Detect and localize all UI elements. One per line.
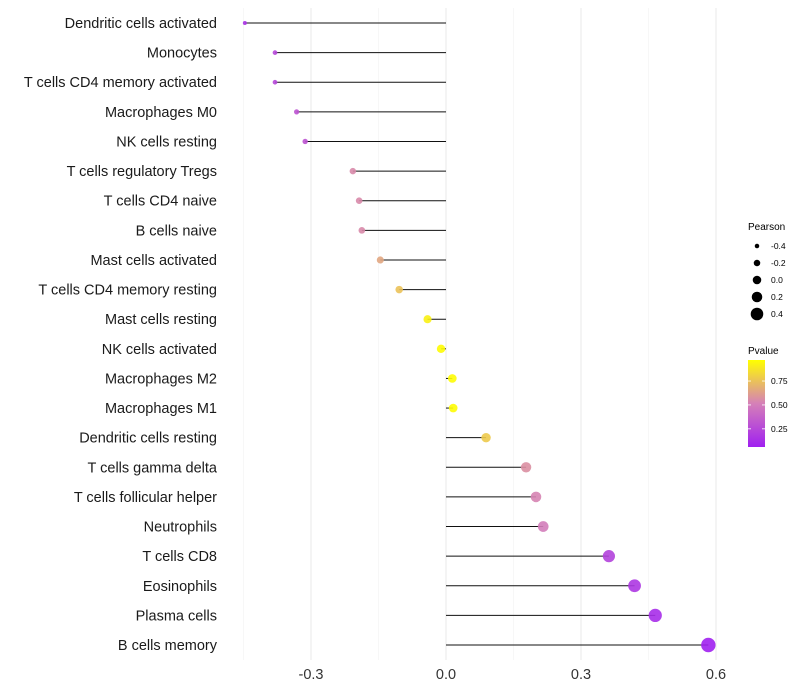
- y-tick-label: Dendritic cells activated: [65, 16, 217, 32]
- y-tick-label: B cells naive: [136, 223, 217, 239]
- size-legend-key: [753, 259, 761, 267]
- y-tick-label: Monocytes: [147, 46, 217, 62]
- point: [436, 344, 446, 354]
- y-tick-label: Macrophages M2: [105, 371, 217, 387]
- x-tick-label: -0.3: [299, 667, 324, 683]
- y-axis-labels: Dendritic cells activated Monocytes T cell…: [24, 16, 218, 654]
- y-tick-label: T cells follicular helper: [74, 490, 217, 506]
- color-legend-ticks: 0.25 0.50 0.75: [748, 376, 788, 434]
- y-tick-label: T cells regulatory Tregs: [67, 164, 217, 180]
- color-legend-label: 0.25: [771, 424, 788, 434]
- point: [530, 491, 542, 503]
- point: [242, 20, 247, 26]
- size-legend-key: [752, 275, 762, 285]
- y-tick-label: T cells CD4 memory resting: [38, 283, 217, 299]
- y-tick-label: Eosinophils: [143, 579, 217, 595]
- point: [294, 109, 300, 115]
- point: [376, 256, 384, 264]
- y-tick-label: Macrophages M0: [105, 105, 217, 121]
- point: [520, 462, 532, 473]
- grid-lines: [243, 8, 717, 660]
- point: [481, 432, 491, 443]
- size-legend-key: [754, 243, 760, 249]
- size-legend-label: 0.0: [771, 275, 783, 285]
- y-tick-label: T cells CD8: [142, 549, 217, 565]
- point: [272, 50, 278, 55]
- size-legend-key: [750, 307, 764, 321]
- point: [628, 579, 641, 593]
- y-tick-label: Neutrophils: [144, 520, 217, 536]
- size-legend-key: [751, 291, 763, 303]
- point: [272, 79, 278, 85]
- point: [447, 374, 457, 383]
- y-tick-label: Macrophages M1: [105, 401, 217, 417]
- point: [355, 197, 363, 205]
- color-legend-label: 0.75: [771, 376, 788, 386]
- point: [701, 637, 716, 653]
- x-tick-label: 0.6: [706, 667, 726, 683]
- size-legend-label: 0.4: [771, 309, 783, 319]
- color-legend-label: 0.50: [771, 400, 788, 410]
- legend: Pearson -0.4 -0.2 0.0 0.2 0.4 Pvalue 0.25 0.5…: [748, 222, 788, 447]
- y-tick-label: NK cells resting: [116, 134, 217, 150]
- point: [648, 608, 662, 623]
- legend-size-title: Pearson: [748, 222, 785, 233]
- legend-color-title: Pvalue: [748, 346, 779, 357]
- stems: [244, 22, 709, 646]
- point: [423, 315, 432, 324]
- x-tick-label: 0.3: [571, 667, 591, 683]
- y-tick-label: T cells gamma delta: [88, 460, 218, 476]
- y-tick-label: Plasma cells: [136, 608, 217, 624]
- size-legend-label: 0.2: [771, 292, 783, 302]
- y-tick-label: T cells CD4 naive: [104, 194, 217, 210]
- y-tick-label: B cells memory: [118, 638, 218, 654]
- y-tick-label: Mast cells activated: [90, 253, 217, 269]
- point: [602, 550, 616, 563]
- point: [349, 167, 357, 175]
- size-legend-label: -0.2: [771, 258, 786, 268]
- size-legend: -0.4 -0.2 0.0 0.2 0.4: [750, 241, 786, 321]
- point: [302, 138, 308, 145]
- point: [537, 521, 549, 532]
- y-tick-label: Mast cells resting: [105, 312, 217, 328]
- y-tick-label: NK cells activated: [102, 342, 217, 358]
- x-tick-label: 0.0: [436, 667, 456, 683]
- y-tick-label: Dendritic cells resting: [79, 431, 217, 447]
- point: [448, 403, 458, 413]
- points: [242, 20, 716, 653]
- color-bar: [748, 360, 765, 447]
- y-tick-label: T cells CD4 memory activated: [24, 75, 217, 91]
- point: [358, 227, 366, 234]
- size-legend-label: -0.4: [771, 241, 786, 251]
- point: [395, 285, 403, 294]
- x-axis-tick-labels: -0.3 0.0 0.3 0.6: [299, 667, 727, 683]
